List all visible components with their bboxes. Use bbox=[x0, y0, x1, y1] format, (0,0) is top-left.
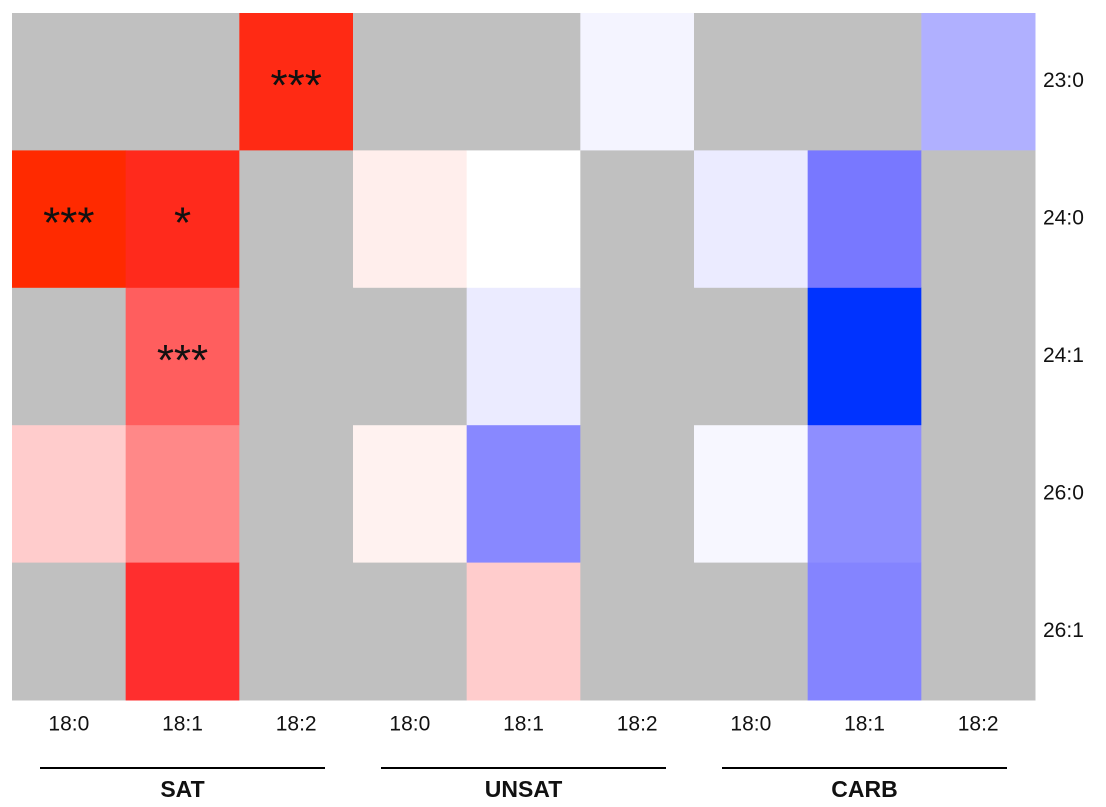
heatmap-cell bbox=[466, 13, 581, 151]
heatmap-cell bbox=[239, 425, 354, 564]
heatmap-cell bbox=[239, 150, 354, 289]
row-label: 24:1 bbox=[1043, 344, 1084, 367]
column-label: 18:1 bbox=[503, 713, 544, 736]
heatmap-cell bbox=[125, 287, 240, 426]
heatmap-cell bbox=[12, 13, 127, 151]
heatmap-cell bbox=[353, 425, 468, 564]
column-label: 18:0 bbox=[389, 713, 430, 736]
heatmap-cell bbox=[580, 287, 695, 426]
column-label: 18:2 bbox=[276, 713, 317, 736]
heatmap-cell bbox=[694, 13, 809, 151]
heatmap-cell bbox=[125, 425, 240, 564]
heatmap-cell bbox=[807, 13, 922, 151]
heatmap-cell bbox=[125, 13, 240, 151]
heatmap-cell bbox=[807, 562, 922, 701]
column-label: 18:0 bbox=[48, 713, 89, 736]
heatmap-cell bbox=[807, 287, 922, 426]
heatmap-cell bbox=[12, 425, 127, 564]
group-label: SAT bbox=[160, 776, 204, 802]
heatmap-cell bbox=[807, 150, 922, 289]
heatmap-cell bbox=[466, 562, 581, 701]
column-label: 18:0 bbox=[730, 713, 771, 736]
column-label: 18:2 bbox=[617, 713, 658, 736]
significance-label: *** bbox=[43, 199, 94, 248]
heatmap-cell bbox=[807, 425, 922, 564]
heatmap-cell bbox=[466, 150, 581, 289]
heatmap-cell bbox=[580, 150, 695, 289]
column-label: 18:1 bbox=[844, 713, 885, 736]
heatmap-cell bbox=[921, 425, 1036, 564]
significance-label: *** bbox=[270, 61, 321, 110]
heatmap-cell bbox=[921, 562, 1036, 701]
heatmap-cell bbox=[12, 562, 127, 701]
heatmap-cell bbox=[125, 150, 240, 289]
heatmap-cell bbox=[694, 562, 809, 701]
heatmap-cell bbox=[694, 287, 809, 426]
heatmap-cell bbox=[239, 13, 354, 151]
heatmap-cell bbox=[580, 562, 695, 701]
heatmap-cell bbox=[12, 150, 127, 289]
heatmap-cell bbox=[353, 562, 468, 701]
group-label: UNSAT bbox=[485, 776, 563, 802]
significance-label: * bbox=[174, 199, 191, 248]
row-label: 26:0 bbox=[1043, 481, 1084, 504]
heatmap-cell bbox=[12, 287, 127, 426]
heatmap-cell bbox=[353, 13, 468, 151]
column-label: 18:2 bbox=[958, 713, 999, 736]
significance-label: *** bbox=[157, 336, 208, 385]
heatmap-cell bbox=[239, 562, 354, 701]
heatmap-cell bbox=[239, 287, 354, 426]
heatmap-cell bbox=[694, 150, 809, 289]
heatmap-cell bbox=[580, 425, 695, 564]
heatmap-cell bbox=[466, 425, 581, 564]
heatmap-cell bbox=[580, 13, 695, 151]
heatmap-cell bbox=[353, 287, 468, 426]
row-label: 24:0 bbox=[1043, 207, 1084, 230]
column-label: 18:1 bbox=[162, 713, 203, 736]
row-label: 26:1 bbox=[1043, 619, 1084, 642]
row-label: 23:0 bbox=[1043, 69, 1084, 92]
heatmap-cell bbox=[125, 562, 240, 701]
heatmap-cell bbox=[921, 13, 1036, 151]
heatmap-cell bbox=[921, 150, 1036, 289]
heatmap-cell bbox=[921, 287, 1036, 426]
heatmap-cell bbox=[466, 287, 581, 426]
heatmap-cell bbox=[353, 150, 468, 289]
group-label: CARB bbox=[831, 776, 897, 802]
heatmap-cell bbox=[694, 425, 809, 564]
